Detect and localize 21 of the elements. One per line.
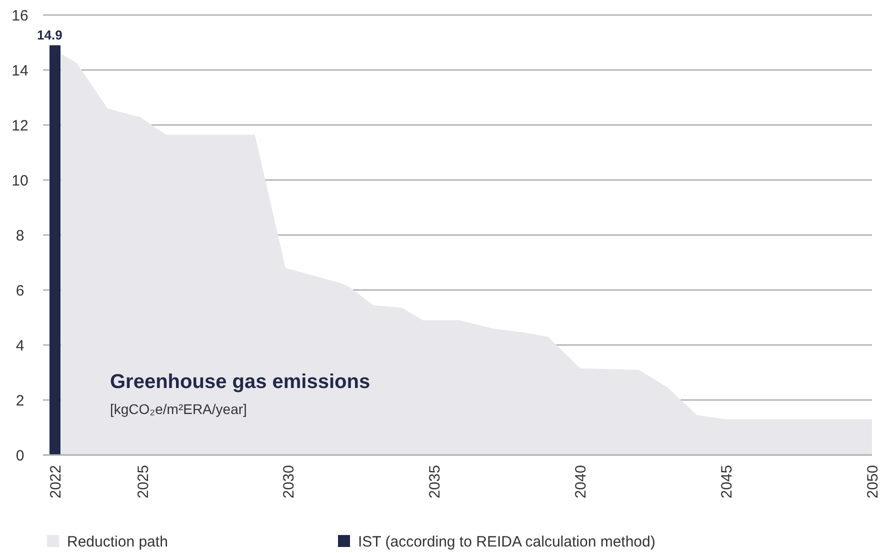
x-tick-label: 2025 (134, 465, 152, 498)
y-tick-label: 2 (16, 392, 24, 410)
y-tick-label: 14 (12, 62, 28, 80)
y-tick-label: 8 (16, 227, 24, 244)
x-tick-label: 2035 (426, 465, 444, 498)
y-axis-title: [kgCO₂e/m²ERA/year] (110, 401, 247, 417)
y-tick-label: 4 (16, 337, 24, 354)
y-tick-label: 12 (12, 117, 28, 134)
text: Greenhouse gas emissions (110, 371, 370, 393)
y-tick-label: 0 (16, 447, 24, 464)
x-tick-label: 2040 (572, 465, 590, 498)
x-tick-label: 2030 (280, 465, 298, 498)
y-tick-label: 6 (16, 282, 24, 300)
x-tick-label: 2050 (864, 465, 882, 498)
legend-label: IST (according to REIDA calculation method) (358, 533, 656, 550)
y-tick-label: 10 (12, 172, 28, 190)
data-label: 14.9 (37, 27, 62, 42)
x-tick-label: 2045 (718, 465, 736, 498)
x-tick-label: 2022 (47, 465, 64, 498)
y-tick-label: 16 (12, 7, 28, 24)
legend-label: Reduction path (67, 533, 168, 550)
